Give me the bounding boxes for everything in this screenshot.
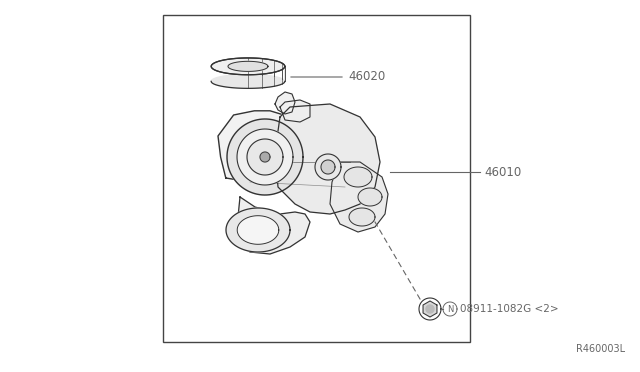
Polygon shape — [315, 154, 341, 180]
Polygon shape — [235, 197, 310, 254]
Polygon shape — [237, 216, 279, 244]
Text: 08911-1082G <2>: 08911-1082G <2> — [460, 304, 559, 314]
Polygon shape — [218, 111, 309, 180]
Polygon shape — [211, 58, 285, 89]
Polygon shape — [237, 129, 293, 185]
Polygon shape — [280, 100, 310, 122]
Polygon shape — [275, 92, 295, 114]
Polygon shape — [330, 162, 388, 232]
Text: R460003L: R460003L — [576, 344, 625, 354]
Polygon shape — [227, 119, 303, 195]
Polygon shape — [358, 188, 382, 206]
Polygon shape — [226, 208, 290, 252]
Bar — [163, 15, 470, 342]
Polygon shape — [228, 61, 268, 71]
Polygon shape — [349, 208, 375, 226]
Polygon shape — [260, 152, 270, 162]
Polygon shape — [423, 301, 437, 317]
Polygon shape — [275, 104, 380, 214]
Polygon shape — [321, 160, 335, 174]
Polygon shape — [211, 58, 285, 75]
Polygon shape — [426, 305, 434, 313]
Polygon shape — [247, 139, 283, 175]
Text: N: N — [447, 305, 453, 314]
Polygon shape — [344, 167, 372, 187]
Text: 46010: 46010 — [484, 166, 521, 179]
Text: 46020: 46020 — [348, 71, 385, 83]
